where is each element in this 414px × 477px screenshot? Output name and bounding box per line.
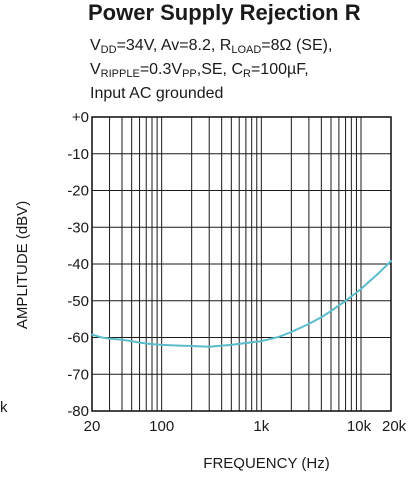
y-tick-label: -70 bbox=[67, 366, 89, 383]
y-tick-label: -40 bbox=[67, 256, 89, 273]
x-axis-label: FREQUENCY (Hz) bbox=[203, 455, 329, 472]
y-tick-label: -60 bbox=[67, 330, 89, 347]
y-tick-label: +0 bbox=[72, 109, 89, 126]
chart-title: Power Supply Rejection R bbox=[88, 0, 361, 25]
x-tick-label: 100 bbox=[149, 418, 174, 435]
x-tick-label: 20 bbox=[84, 418, 101, 435]
series-line bbox=[91, 260, 392, 348]
clipped-side-label: k bbox=[0, 399, 8, 416]
y-tick-label: -10 bbox=[67, 146, 89, 163]
conditions-line-1: VDD=34V, Av=8.2, RLOAD=8Ω (SE), bbox=[90, 37, 333, 56]
y-tick-label: -80 bbox=[67, 403, 89, 420]
conditions-line-3: Input AC grounded bbox=[90, 85, 224, 102]
x-tick-label: 20k bbox=[382, 418, 407, 435]
plot-frame bbox=[91, 116, 392, 412]
y-tick-label: -30 bbox=[67, 219, 89, 236]
y-axis-label: AMPLITUDE (dBV) bbox=[14, 201, 31, 329]
y-tick-label: -50 bbox=[67, 293, 89, 310]
conditions-line-2: VRIPPLE=0.3VPP,SE, CR=100µF, bbox=[90, 61, 309, 80]
y-tick-label: -20 bbox=[67, 183, 89, 200]
x-tick-label: 1k bbox=[253, 418, 269, 435]
x-tick-label: 10k bbox=[347, 418, 372, 435]
